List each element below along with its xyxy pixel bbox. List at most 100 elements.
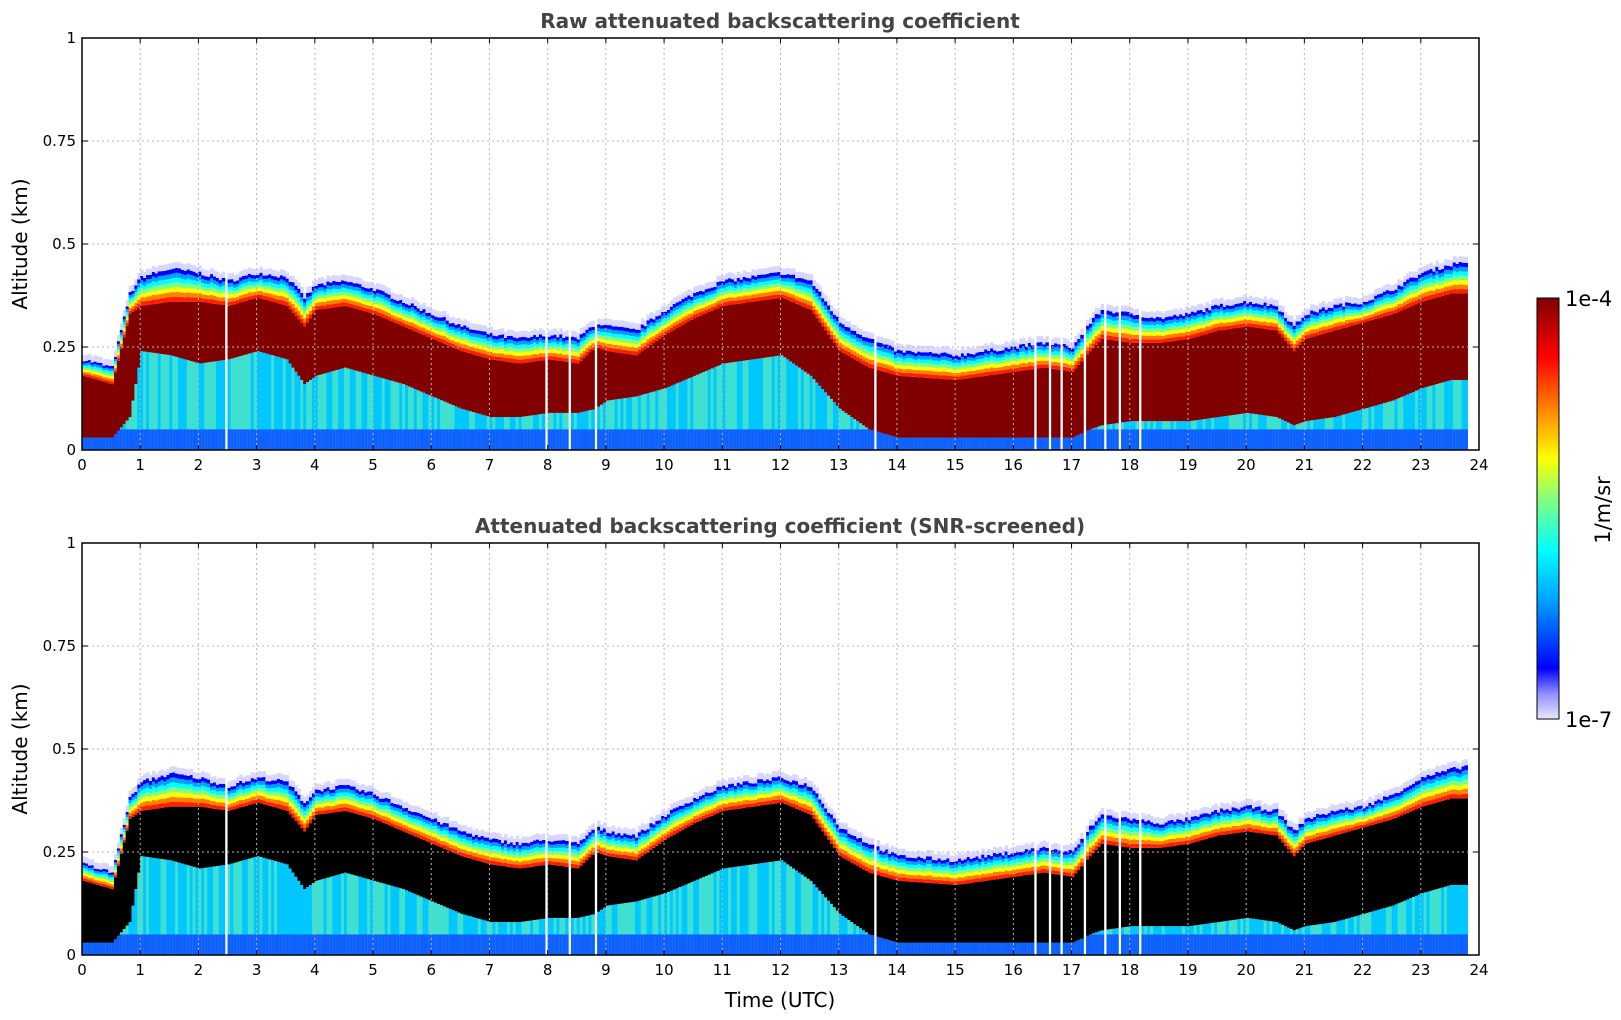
cell-band [780, 294, 785, 298]
cell-band [1056, 348, 1061, 352]
cell-band [116, 349, 121, 353]
cell-band [454, 341, 459, 346]
cell-band [1141, 331, 1145, 336]
cell-band [605, 332, 610, 337]
cell-band [664, 321, 668, 325]
profile-column [1123, 305, 1128, 450]
cell-band [710, 304, 715, 308]
cell-core [102, 381, 106, 438]
cell-band [1039, 364, 1044, 369]
cell-band [975, 352, 980, 357]
profile-column [169, 263, 173, 450]
cell-band [995, 357, 1000, 362]
cell-band [701, 311, 706, 315]
cell-band [963, 372, 968, 376]
cell-band [879, 358, 883, 363]
cell-band [195, 281, 200, 286]
cell-surface [178, 429, 182, 450]
cell-band [1167, 327, 1172, 331]
cell-band [378, 312, 383, 317]
cell-band [221, 289, 226, 294]
cell-band [891, 354, 895, 359]
cell-band [1284, 334, 1288, 338]
cell-band [701, 304, 706, 308]
cell-halo [1185, 306, 1189, 313]
cell-band [847, 339, 851, 344]
cell-core [346, 306, 351, 369]
cell-band [1286, 334, 1291, 338]
cell-halo [451, 316, 456, 324]
cell-band [457, 342, 461, 347]
cell-band [608, 328, 613, 333]
cell-band [1278, 327, 1282, 331]
cell-band [335, 296, 339, 300]
cell-surface [268, 429, 272, 450]
cell-surface [978, 437, 982, 450]
cell-surface [666, 429, 671, 450]
cell-core [405, 327, 409, 386]
cell-band [800, 278, 805, 283]
cell-band [448, 333, 453, 337]
cell-core [1234, 328, 1239, 415]
profile-column [393, 293, 397, 450]
cell-lower [157, 353, 162, 450]
cell-band [1254, 313, 1259, 318]
cell-band [1001, 360, 1006, 364]
cell-band [160, 289, 165, 294]
cell-band [850, 346, 854, 350]
cell-lower [687, 378, 691, 450]
cell-band [841, 340, 846, 345]
cell-band [343, 288, 348, 292]
cell-band [792, 274, 796, 279]
cell-lower [183, 359, 188, 450]
cell-band [451, 336, 456, 341]
cell-band [748, 281, 752, 286]
cell-core [637, 353, 642, 396]
cell-band [256, 281, 261, 285]
cell-core [1231, 328, 1236, 415]
cell-band [1237, 310, 1241, 314]
profile-column [754, 270, 758, 450]
cell-band [370, 291, 374, 296]
profile-column [524, 330, 528, 450]
cell-halo [687, 289, 691, 296]
cell-band [597, 327, 601, 332]
cell-band [888, 349, 892, 354]
profile-column [1019, 338, 1023, 450]
cell-band [1222, 313, 1227, 317]
cell-band [669, 324, 674, 328]
profile-column [926, 346, 930, 450]
cell-band [867, 342, 872, 347]
cell-band [1222, 306, 1227, 311]
cell-band [431, 328, 435, 333]
cell-band [928, 363, 933, 367]
cell-band [134, 285, 138, 289]
cell-halo [477, 324, 482, 331]
cell-band [1304, 332, 1308, 336]
cell-halo [1176, 310, 1180, 317]
cell-halo [696, 285, 700, 293]
cell-band [652, 329, 656, 333]
cell-band [390, 298, 395, 302]
cell-halo [1243, 294, 1247, 301]
cell-band [818, 291, 822, 297]
cell-band [215, 296, 220, 301]
cell-band [1208, 319, 1212, 324]
cell-surface [908, 437, 913, 450]
cell-surface [1185, 429, 1189, 450]
cell-surface [474, 429, 479, 450]
cell-band [847, 351, 851, 357]
cell-core [696, 316, 700, 375]
cell-surface [632, 429, 636, 450]
cell-band [259, 280, 264, 284]
cell-band [853, 351, 857, 356]
cell-band [608, 325, 613, 329]
cell-core [1077, 364, 1081, 435]
cell-band [812, 290, 817, 295]
cell-halo [588, 321, 592, 328]
cell-band [1307, 317, 1311, 322]
cell-band [978, 358, 982, 363]
cell-surface [861, 429, 866, 450]
cell-band [838, 338, 843, 344]
cell-band [1089, 323, 1093, 328]
